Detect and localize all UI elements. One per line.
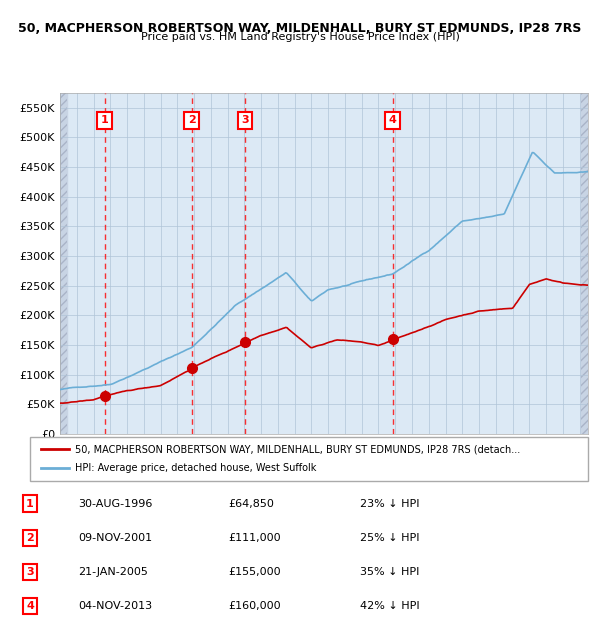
Text: £160,000: £160,000: [228, 601, 281, 611]
Text: 09-NOV-2001: 09-NOV-2001: [78, 533, 152, 543]
Text: 50, MACPHERSON ROBERTSON WAY, MILDENHALL, BURY ST EDMUNDS, IP28 7RS (detach...: 50, MACPHERSON ROBERTSON WAY, MILDENHALL…: [74, 445, 520, 454]
Bar: [581, 93, 588, 434]
Text: HPI: Average price, detached house, West Suffolk: HPI: Average price, detached house, West…: [74, 463, 316, 473]
FancyBboxPatch shape: [30, 437, 588, 480]
Text: 2: 2: [26, 533, 34, 543]
Text: 04-NOV-2013: 04-NOV-2013: [78, 601, 152, 611]
Text: £155,000: £155,000: [228, 567, 281, 577]
Text: 3: 3: [26, 567, 34, 577]
Text: 1: 1: [26, 498, 34, 509]
Text: 2: 2: [188, 115, 196, 125]
Text: 23% ↓ HPI: 23% ↓ HPI: [360, 498, 419, 509]
Bar: [581, 93, 588, 434]
Text: 30-AUG-1996: 30-AUG-1996: [78, 498, 152, 509]
Text: 4: 4: [389, 115, 397, 125]
Text: 4: 4: [26, 601, 34, 611]
Text: 42% ↓ HPI: 42% ↓ HPI: [360, 601, 419, 611]
Text: 3: 3: [241, 115, 249, 125]
Bar: [60, 93, 67, 434]
Text: 21-JAN-2005: 21-JAN-2005: [78, 567, 148, 577]
Bar: [60, 93, 67, 434]
Text: 35% ↓ HPI: 35% ↓ HPI: [360, 567, 419, 577]
Text: Price paid vs. HM Land Registry's House Price Index (HPI): Price paid vs. HM Land Registry's House …: [140, 32, 460, 42]
Text: 1: 1: [101, 115, 109, 125]
Text: 50, MACPHERSON ROBERTSON WAY, MILDENHALL, BURY ST EDMUNDS, IP28 7RS: 50, MACPHERSON ROBERTSON WAY, MILDENHALL…: [19, 22, 581, 35]
Text: £111,000: £111,000: [228, 533, 281, 543]
Text: 25% ↓ HPI: 25% ↓ HPI: [360, 533, 419, 543]
Text: £64,850: £64,850: [228, 498, 274, 509]
